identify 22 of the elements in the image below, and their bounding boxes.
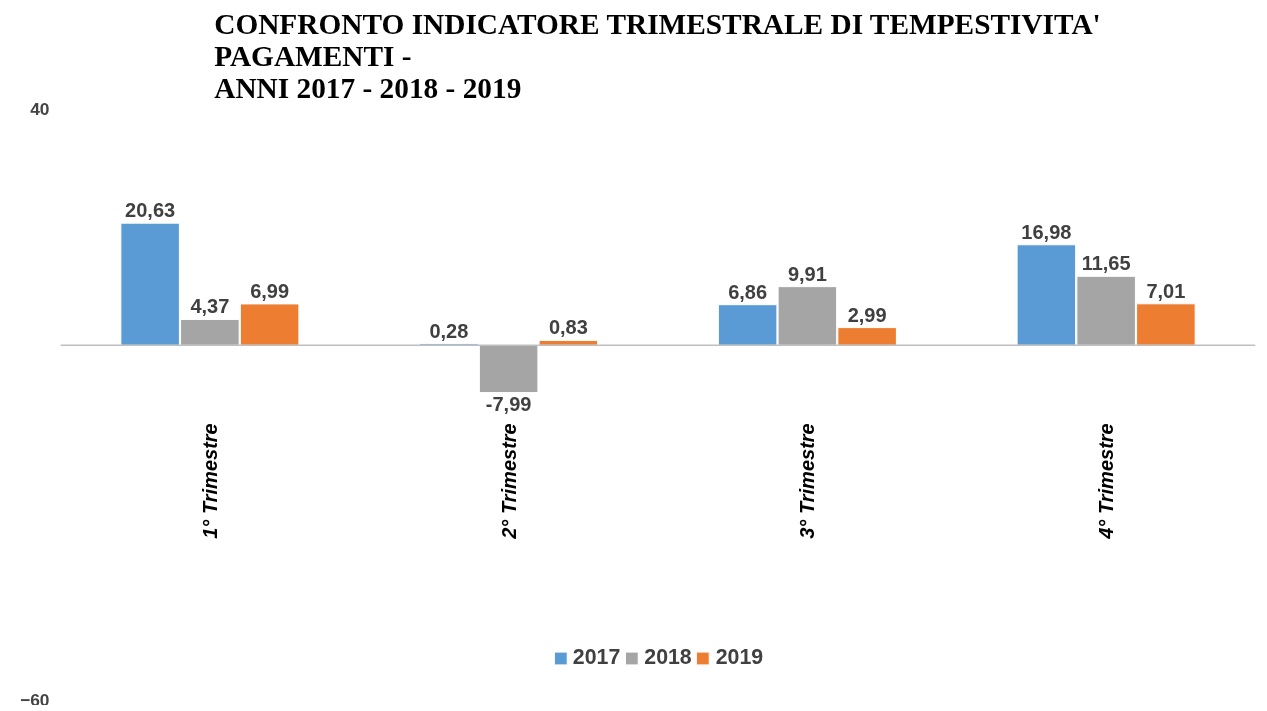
x-tick-label: 1° Trimestre [198, 423, 221, 539]
x-tick-label: 2° Trimestre [497, 423, 520, 540]
data-label: 9,91 [787, 262, 827, 285]
legend-label: 2019 [715, 645, 764, 670]
data-label: -7,99 [485, 392, 532, 415]
legend-label: 2017 [572, 645, 621, 670]
chart-title: CONFRONTO INDICATORE TRIMESTRALE DI TEMPESTIVITA' PAGAMENTI - ANNI 2017 - 2018 - 2019 [214, 7, 1101, 104]
data-label: 0,83 [548, 316, 588, 339]
data-label: 20,63 [125, 199, 176, 222]
x-tick-label: 4° Trimestre [1095, 423, 1118, 540]
data-label: 4,37 [190, 295, 230, 318]
data-label: 11,65 [1081, 252, 1131, 275]
data-label: 0,28 [429, 319, 469, 342]
y-tick-label: −60 [20, 689, 50, 710]
y-tick-label: 40 [30, 98, 50, 119]
legend-label: 2018 [644, 645, 692, 670]
data-label: 6,99 [250, 279, 290, 302]
data-label: 7,01 [1146, 279, 1186, 302]
x-tick-label: 3° Trimestre [796, 423, 819, 539]
data-label: 2,99 [847, 303, 887, 326]
data-label: 6,86 [728, 280, 768, 303]
data-label: 16,98 [1021, 220, 1072, 243]
